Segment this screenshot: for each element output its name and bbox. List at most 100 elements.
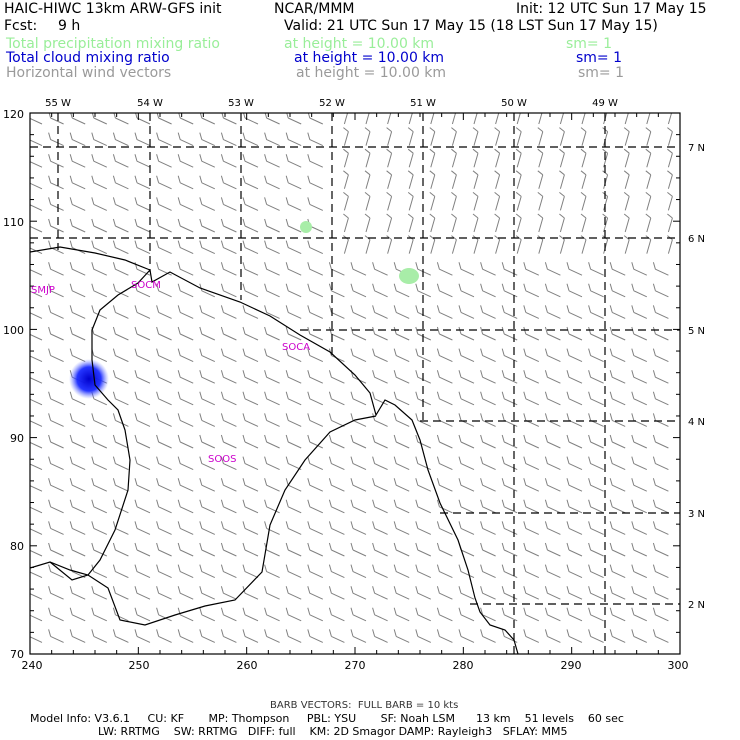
wind-barb [415,478,432,492]
wind-barb [177,218,194,233]
wind-barb [386,127,393,146]
wind-barb [645,192,652,211]
wind-barb [156,370,172,384]
wind-barb [134,564,151,579]
wind-barb [242,413,259,427]
wind-barb [285,348,302,363]
wind-barb [69,326,86,341]
wind-barb [429,213,436,233]
wind-barb [328,434,345,449]
wind-barb [372,521,388,535]
wind-barb [501,348,518,363]
y-tick-label: 70 [10,648,24,661]
wind-barb [199,132,216,147]
wind-barb [307,283,324,298]
wind-barb [307,391,324,406]
wind-barb [177,154,194,168]
wind-barb [285,478,302,492]
wind-barb [623,127,630,146]
wind-barb [30,182,43,190]
wind-barb [285,370,302,384]
wind-barb [494,192,501,211]
wind-barb [199,154,216,168]
wind-barb [566,434,583,449]
x-tick-label: 280 [453,659,474,672]
wind-barb [350,326,367,341]
wind-barb [393,326,410,341]
wind-barb [501,391,518,406]
wind-barb [480,413,496,427]
wind-barb [69,542,86,557]
wind-barb [372,456,388,471]
wind-barb [436,607,453,622]
wind-barb [156,586,172,600]
wind-barb [112,413,129,427]
wind-barb [652,564,669,579]
wind-barb [91,607,108,622]
wind-barb [69,348,86,363]
wind-barb [350,413,367,427]
wind-barb [407,127,414,146]
plot-title: HAIC-HIWC 13km ARW-GFS init [4,1,222,17]
wind-barb [350,262,367,276]
wind-barb [523,607,540,622]
wind-barb [415,542,432,557]
wind-barb [328,564,345,579]
wind-barb [458,629,475,643]
wind-barb [652,456,669,471]
wind-barb [242,348,259,363]
wind-barb [364,235,371,254]
wind-barb [285,218,302,233]
wind-barb [307,629,324,643]
wind-barb [30,139,43,147]
wind-barb [307,348,324,363]
wind-barb [69,154,86,168]
wind-barb [458,391,475,406]
wind-barb [30,161,43,168]
wind-barb [91,262,108,276]
wind-barb [177,413,194,427]
wind-barb [199,197,216,211]
wind-barb [69,456,86,471]
wind-barb [30,225,43,233]
wind-barb [365,113,370,125]
wind-barb [386,192,393,211]
wind-barb [48,113,64,125]
wind-barb [134,607,151,622]
wind-barb [112,240,129,255]
wind-barb [415,413,432,427]
wind-barb [393,607,410,622]
model-info-line2: LW: RRTMG SW: RRTMG DIFF: full KM: 2D Sm… [98,725,568,738]
wind-barb [436,413,453,427]
wind-barb [134,542,151,557]
wind-barb [285,175,302,190]
wind-barb [652,586,669,600]
wind-barb [264,113,280,125]
wind-barb [242,197,259,211]
wind-barb [515,192,522,211]
wind-barb [631,542,648,557]
wind-barb [350,283,367,298]
wind-barb [156,629,172,643]
wind-barb [407,192,414,211]
wind-barb [364,192,371,211]
wind-barb [30,117,43,125]
legend-wind-height: at height = 10.00 km [296,65,447,81]
wind-barb [480,262,496,276]
wind-barb [501,262,518,276]
wind-barb [220,240,237,255]
wind-barb [436,305,453,319]
wind-barb [199,175,216,190]
wind-barb [220,197,237,211]
wind-barb [285,564,302,579]
wind-barb [566,521,583,535]
y-tick-label: 110 [3,216,24,229]
wind-barb [458,283,475,298]
wind-barb [69,283,86,298]
wind-barb [515,148,522,168]
wind-barb [350,478,367,492]
wind-barb [516,113,521,125]
wind-barb [199,283,216,298]
wind-barb [199,564,216,579]
wind-barb [112,305,129,319]
